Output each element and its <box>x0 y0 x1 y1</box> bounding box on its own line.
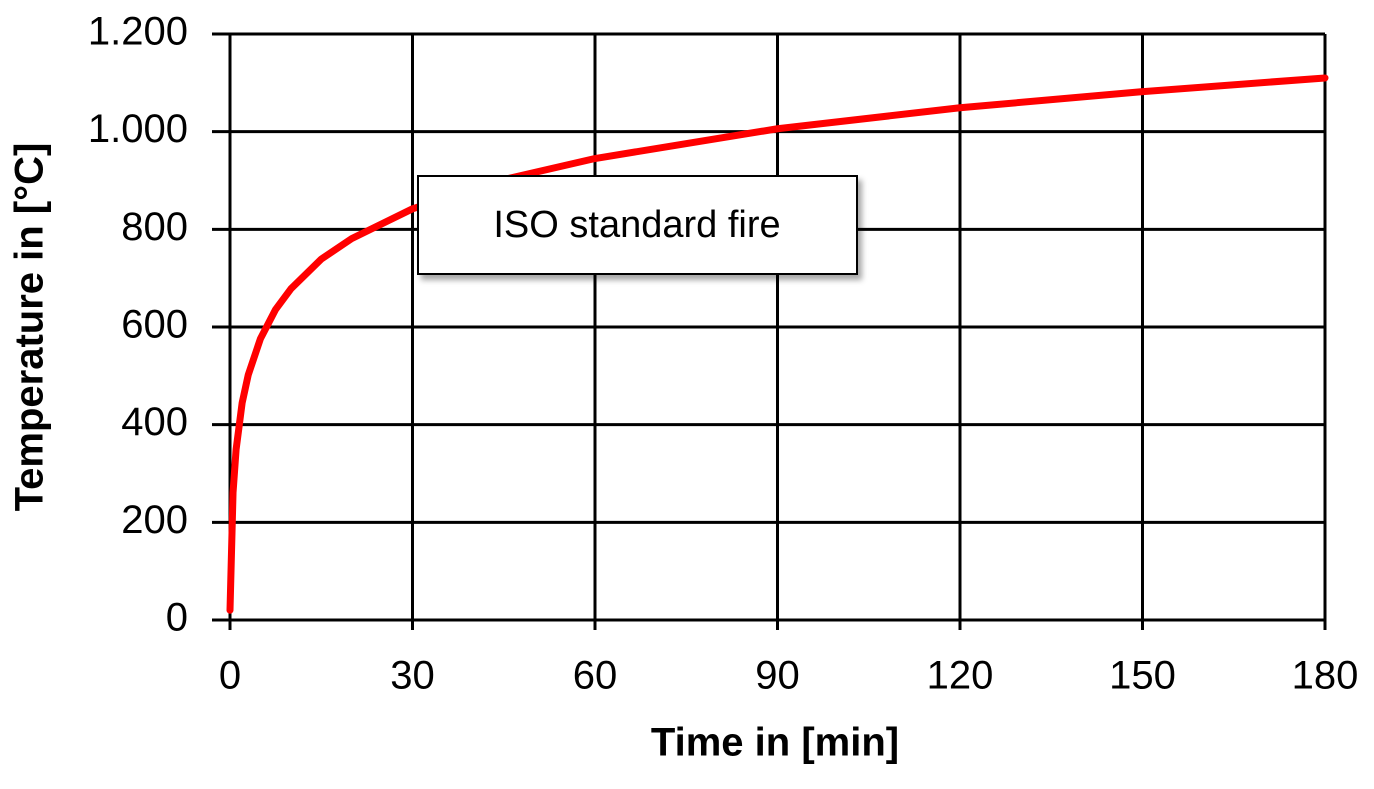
data-line <box>226 74 1329 614</box>
x-tick-label: 0 <box>219 654 241 698</box>
y-tick-label: 400 <box>121 400 188 444</box>
grid: 0 200 400 600 800 1.000 1.200 0 30 60 90 120 150 180 <box>88 10 1358 698</box>
x-tick-label: 60 <box>573 654 618 698</box>
y-axis-title: Temperature in [°C] <box>8 143 52 512</box>
x-tick-label: 30 <box>390 654 435 698</box>
annotation: ISO standard fire <box>417 175 858 275</box>
x-tick-label: 180 <box>1292 654 1359 698</box>
series <box>226 74 1329 614</box>
y-tick-label: 200 <box>121 498 188 542</box>
x-axis-title: Time in [min] <box>651 721 899 765</box>
annotation-box <box>417 175 858 275</box>
y-tick-label: 600 <box>121 303 188 347</box>
x-tick-label: 150 <box>1109 654 1176 698</box>
x-tick-label: 120 <box>927 654 994 698</box>
annotation-text: ISO standard fire <box>493 204 780 246</box>
y-tick-label: 0 <box>166 596 188 640</box>
y-tick-label: 800 <box>121 205 188 249</box>
y-tick-label: 1.200 <box>88 10 188 54</box>
y-tick-label: 1.000 <box>88 107 188 151</box>
x-tick-label: 90 <box>755 654 800 698</box>
